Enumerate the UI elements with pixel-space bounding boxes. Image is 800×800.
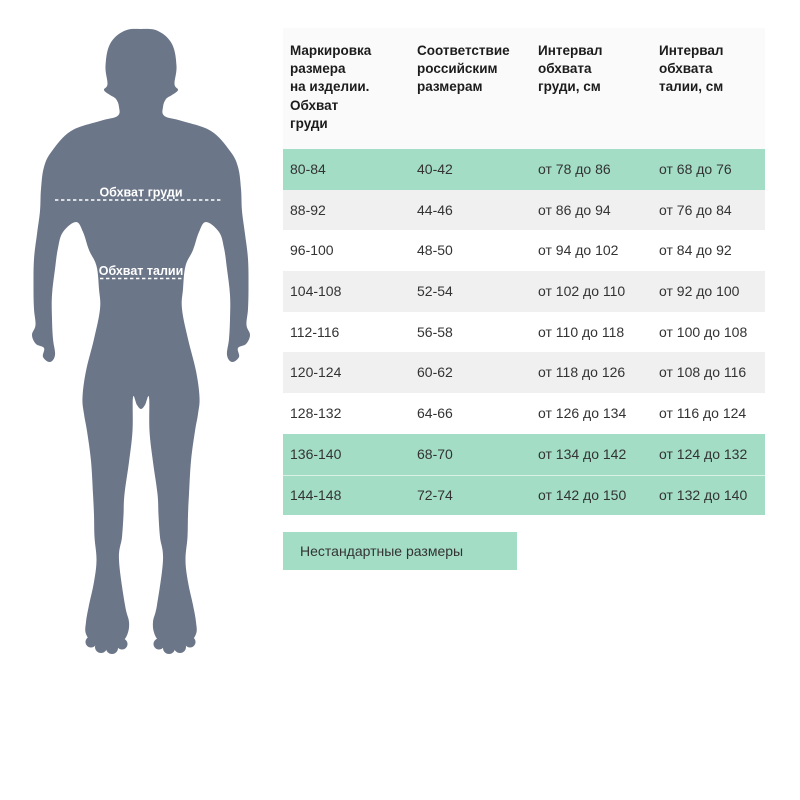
- svg-text:Обхват груди: Обхват груди: [99, 186, 182, 200]
- svg-text:Обхват талии: Обхват талии: [99, 264, 184, 278]
